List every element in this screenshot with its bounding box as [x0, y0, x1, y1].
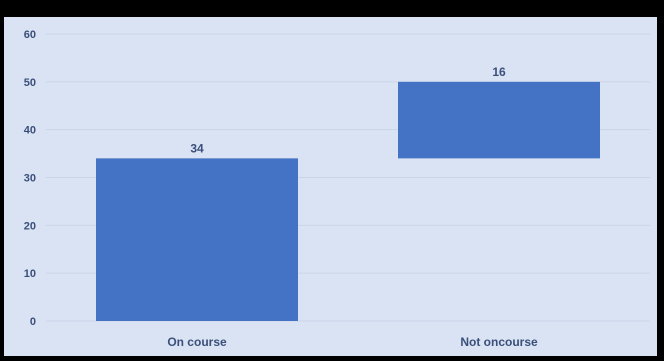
- y-tick-label: 40: [24, 125, 36, 137]
- data-label: 34: [190, 141, 204, 155]
- bar-on-course: [96, 158, 298, 321]
- x-tick-label: On course: [167, 335, 227, 349]
- bar-not-oncourse: [398, 81, 600, 159]
- y-tick-label: 10: [24, 268, 36, 280]
- y-tick-label: 0: [30, 316, 36, 328]
- y-tick-label: 50: [24, 77, 36, 89]
- y-tick-label: 30: [24, 173, 36, 185]
- y-tick-label: 20: [24, 220, 36, 232]
- data-label: 16: [492, 65, 506, 79]
- x-tick-label: Not oncourse: [460, 335, 538, 349]
- y-tick-label: 60: [24, 29, 36, 41]
